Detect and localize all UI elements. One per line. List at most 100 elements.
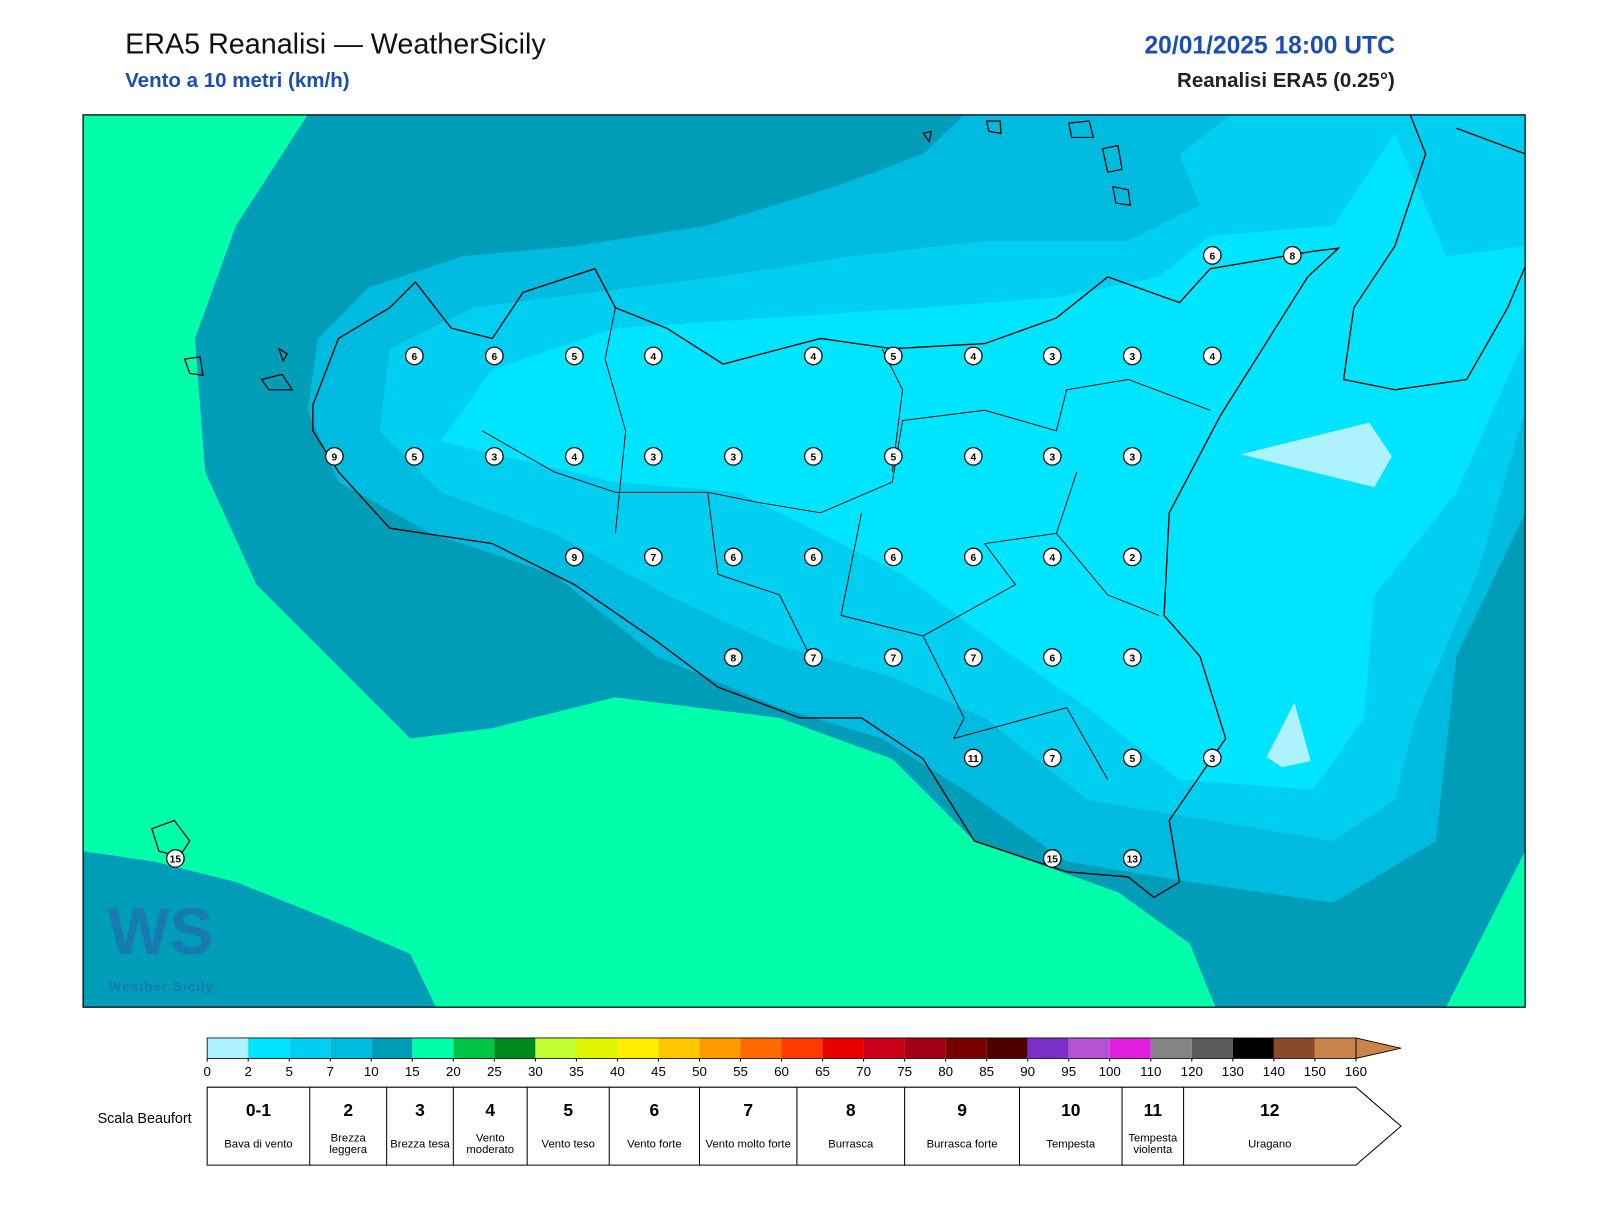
- colorbar-tick-label: 5: [286, 1064, 293, 1079]
- station-marker: [1042, 648, 1062, 667]
- beaufort-name: Vento forte: [627, 1137, 682, 1151]
- station-marker: [565, 447, 584, 466]
- beaufort-force: 9: [957, 1100, 967, 1120]
- beaufort-name-box: Brezza tesa: [390, 1138, 450, 1149]
- station-value: 4: [1209, 352, 1215, 363]
- subtitle: Vento a 10 metri (km/h): [125, 69, 349, 92]
- colorbar-tick-label: 75: [897, 1064, 912, 1079]
- station-marker: [883, 447, 903, 466]
- station-marker: [643, 547, 663, 567]
- beaufort-name-box: Uragano: [1248, 1138, 1291, 1149]
- station-value: 2: [1129, 553, 1135, 564]
- beaufort-name-box: Burrasca: [828, 1138, 873, 1149]
- station-marker: [803, 648, 823, 667]
- color-bin: [1191, 1037, 1233, 1059]
- station-value: 4: [1049, 553, 1055, 564]
- colorbar-tick-label: 20: [446, 1064, 461, 1079]
- beaufort-force: 4: [485, 1100, 495, 1120]
- station-value: 5: [890, 453, 896, 464]
- color-bin: [904, 1037, 946, 1059]
- colorbar-tick-label: 140: [1263, 1064, 1285, 1079]
- colorbar-tick-label: 90: [1020, 1064, 1035, 1079]
- colorbar-tick-label: 160: [1345, 1064, 1367, 1079]
- station-marker: [963, 447, 983, 466]
- color-bin: [1273, 1037, 1315, 1059]
- beaufort-name: Bava di vento: [224, 1137, 293, 1151]
- beaufort-name-box: Bava di vento: [224, 1137, 293, 1151]
- station-marker: [325, 447, 344, 466]
- beaufort-name-box: Burrasca forte: [927, 1138, 998, 1149]
- color-bin: [740, 1037, 782, 1059]
- colorbar-tick-label: 0: [203, 1064, 210, 1079]
- coastline: [1342, 114, 1526, 391]
- station-value: 15: [1047, 855, 1059, 866]
- station-marker: [1122, 547, 1142, 567]
- color-bin: [289, 1037, 331, 1059]
- beaufort-name-box: Tempesta violenta: [1128, 1133, 1177, 1156]
- station-marker: [1042, 849, 1062, 868]
- station-marker: [643, 346, 663, 366]
- color-bin: [535, 1037, 577, 1059]
- station-marker: [883, 346, 903, 366]
- colorbar-extend: [1355, 1037, 1402, 1059]
- color-bin: [617, 1037, 659, 1059]
- beaufort-name: Vento teso: [541, 1137, 595, 1151]
- colorbar-tick-label: 50: [692, 1064, 707, 1079]
- beaufort-name: Vento moderato: [466, 1132, 515, 1156]
- station-marker: [1202, 748, 1222, 768]
- colorbar-tick-label: 100: [1099, 1064, 1121, 1079]
- station-marker: [485, 447, 504, 466]
- station-marker: [1122, 346, 1142, 366]
- beaufort-frame: [206, 1086, 1402, 1166]
- station-marker: [405, 346, 424, 366]
- color-bin: [494, 1037, 536, 1059]
- station-marker: [1282, 246, 1302, 265]
- colorbar-tick-label: 2: [244, 1064, 251, 1079]
- beaufort-force: 7: [743, 1100, 753, 1120]
- logo-text: Weather Sicily: [109, 979, 214, 994]
- color-bin: [1027, 1037, 1069, 1059]
- color-bin: [781, 1037, 823, 1059]
- colorbar-tick-label: 15: [405, 1064, 420, 1079]
- station-marker: [1202, 346, 1222, 366]
- station-marker: [1042, 748, 1062, 768]
- beaufort-force: 3: [415, 1100, 425, 1120]
- station-value: 6: [970, 553, 976, 564]
- beaufort-name: Brezza leggera: [329, 1132, 368, 1156]
- color-bin: [863, 1037, 905, 1059]
- beaufort-name-box: Vento moderato: [466, 1132, 515, 1156]
- color-bin: [330, 1037, 372, 1059]
- station-value: 4: [970, 453, 976, 464]
- colorbar-tick-label: 55: [733, 1064, 748, 1079]
- station-value: 4: [970, 352, 976, 363]
- station-marker: [1042, 547, 1062, 567]
- color-bin: [1232, 1037, 1274, 1059]
- station-marker: [723, 547, 743, 567]
- station-value: 11: [968, 754, 979, 765]
- station-marker: [405, 447, 424, 466]
- colorbar-tick-label: 130: [1222, 1064, 1244, 1079]
- station-value: 8: [1289, 251, 1295, 262]
- colorbar-tick-label: 10: [364, 1064, 379, 1079]
- colorbar-tick-label: 60: [774, 1064, 789, 1079]
- beaufort-name: Tempesta: [1046, 1137, 1096, 1151]
- station-marker: [1042, 447, 1062, 466]
- colorbar-tick-label: 25: [487, 1064, 502, 1079]
- beaufort-force: 0-1: [246, 1100, 271, 1120]
- station-value: 5: [412, 453, 418, 464]
- station-marker: [1202, 246, 1222, 265]
- station-value: 3: [1049, 453, 1055, 464]
- station-marker: [1122, 447, 1142, 466]
- station-marker: [166, 849, 185, 868]
- station-value: 6: [1049, 654, 1055, 665]
- color-bin: [822, 1037, 864, 1059]
- station-value: 6: [890, 553, 896, 564]
- color-bin: [1109, 1037, 1151, 1059]
- beaufort-name: Vento molto forte: [705, 1137, 791, 1151]
- colorbar-tick-label: 120: [1181, 1064, 1203, 1079]
- colorbar-tick-label: 95: [1061, 1064, 1076, 1079]
- color-bin: [412, 1037, 454, 1059]
- station-value: 7: [1049, 754, 1055, 765]
- station-value: 7: [890, 654, 896, 665]
